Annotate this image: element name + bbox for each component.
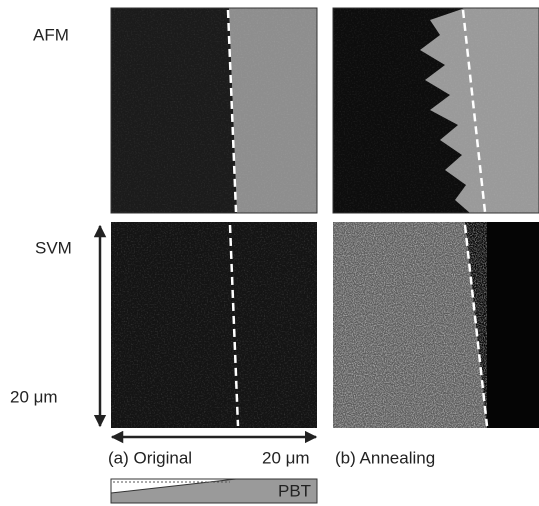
scale-label: 20 μm	[10, 387, 58, 406]
panel-caption: (b) Annealing	[335, 448, 435, 467]
svm-annealing	[333, 222, 539, 428]
row-label: SVM	[35, 238, 72, 257]
gradient-wedge	[110, 478, 318, 504]
scale-label: 20 μm	[262, 448, 310, 467]
afm-annealing	[333, 8, 539, 213]
row-label: AFM	[33, 25, 69, 44]
gradient-label: PBT	[278, 481, 311, 500]
svm-original	[111, 222, 317, 428]
afm-original	[111, 8, 317, 213]
panel-caption: (a) Original	[108, 448, 192, 467]
